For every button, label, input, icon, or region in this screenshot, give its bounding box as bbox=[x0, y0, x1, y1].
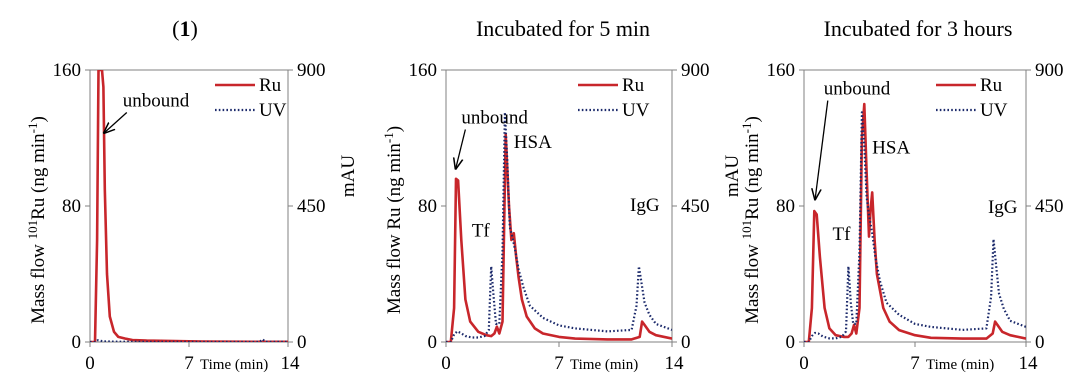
x-axis-label: Time (min) bbox=[200, 357, 268, 373]
legend-label-ru: Ru bbox=[980, 75, 1003, 96]
series-line-uv bbox=[90, 338, 288, 342]
series-line-ru bbox=[90, 70, 288, 342]
chart-title: Incubated for 5 min bbox=[476, 16, 650, 41]
y2-tick-label: 0 bbox=[1035, 332, 1045, 353]
y2-tick-label: 900 bbox=[681, 60, 710, 81]
y2-tick-label: 450 bbox=[1035, 196, 1064, 217]
y-tick-label: 0 bbox=[72, 332, 82, 353]
series-line-uv bbox=[446, 111, 672, 342]
x-tick-label: 14 bbox=[665, 353, 685, 374]
annotation-label: unbound bbox=[461, 108, 528, 129]
y-tick-label: 80 bbox=[62, 196, 81, 217]
series-line-ru bbox=[804, 102, 1026, 342]
y2-tick-label: 450 bbox=[681, 196, 710, 217]
legend-label-uv: UV bbox=[980, 100, 1008, 121]
legend-label-uv: UV bbox=[259, 100, 287, 121]
x-tick-label: 7 bbox=[184, 353, 194, 374]
x-axis-label: Time (min) bbox=[926, 357, 994, 373]
y2-axis-label: mAU bbox=[722, 155, 743, 198]
x-tick-label: 14 bbox=[281, 353, 301, 374]
annotation-label: IgG bbox=[988, 197, 1018, 218]
panel-1: (1) 0 80 160 0 450 900 0 7 14 Time (min) Mass flow … bbox=[25, 16, 360, 374]
y-axis-label: Mass flow 101Ru (ng min-1) bbox=[739, 116, 764, 324]
x-tick-label: 0 bbox=[441, 353, 451, 374]
annotation-label: HSA bbox=[872, 137, 910, 158]
x-tick-label: 7 bbox=[910, 353, 920, 374]
chart-title: (1) bbox=[172, 16, 198, 41]
chart-title: Incubated for 3 hours bbox=[824, 16, 1013, 41]
y-tick-label: 160 bbox=[53, 60, 82, 81]
x-tick-label: 14 bbox=[1019, 353, 1039, 374]
x-axis-label: Time (min) bbox=[570, 357, 638, 373]
panel-3: Incubated for 3 hours 0 80 160 0 450 900 0 7 14 Ti… bbox=[739, 16, 1064, 374]
y-axis-label: Mass flow Ru (ng min-1) bbox=[381, 126, 406, 314]
annotation-label: Tf bbox=[833, 224, 852, 245]
x-tick-label: 7 bbox=[554, 353, 564, 374]
y2-tick-label: 0 bbox=[297, 332, 307, 353]
annotation-arrow bbox=[815, 100, 829, 200]
annotation-arrow bbox=[104, 112, 128, 133]
panel-2: Incubated for 5 min 0 80 160 0 450 900 0 7 14 Time… bbox=[381, 16, 744, 374]
annotation-label: IgG bbox=[630, 195, 660, 216]
y-axis-label: Mass flow 101Ru (ng min-1) bbox=[25, 116, 50, 324]
y2-tick-label: 900 bbox=[297, 60, 326, 81]
y2-axis-label: mAU bbox=[338, 155, 359, 198]
y-tick-label: 160 bbox=[409, 60, 438, 81]
y2-tick-label: 900 bbox=[1035, 60, 1064, 81]
x-tick-label: 0 bbox=[85, 353, 95, 374]
x-tick-label: 0 bbox=[799, 353, 809, 374]
y-tick-label: 80 bbox=[776, 196, 795, 217]
annotation-label: unbound bbox=[824, 79, 891, 100]
y-tick-label: 160 bbox=[767, 60, 796, 81]
annotation-label: HSA bbox=[514, 132, 552, 153]
y-tick-label: 0 bbox=[428, 332, 438, 353]
legend-label-uv: UV bbox=[622, 100, 650, 121]
y-tick-label: 80 bbox=[418, 196, 437, 217]
legend-label-ru: Ru bbox=[622, 75, 645, 96]
annotation-arrow bbox=[456, 129, 467, 169]
annotation-label: unbound bbox=[123, 91, 190, 112]
legend-label-ru: Ru bbox=[259, 75, 282, 96]
y2-tick-label: 0 bbox=[681, 332, 691, 353]
y2-tick-label: 450 bbox=[297, 196, 326, 217]
y-tick-label: 0 bbox=[786, 332, 796, 353]
annotation-label: Tf bbox=[472, 221, 491, 242]
series-line-ru bbox=[446, 133, 672, 342]
